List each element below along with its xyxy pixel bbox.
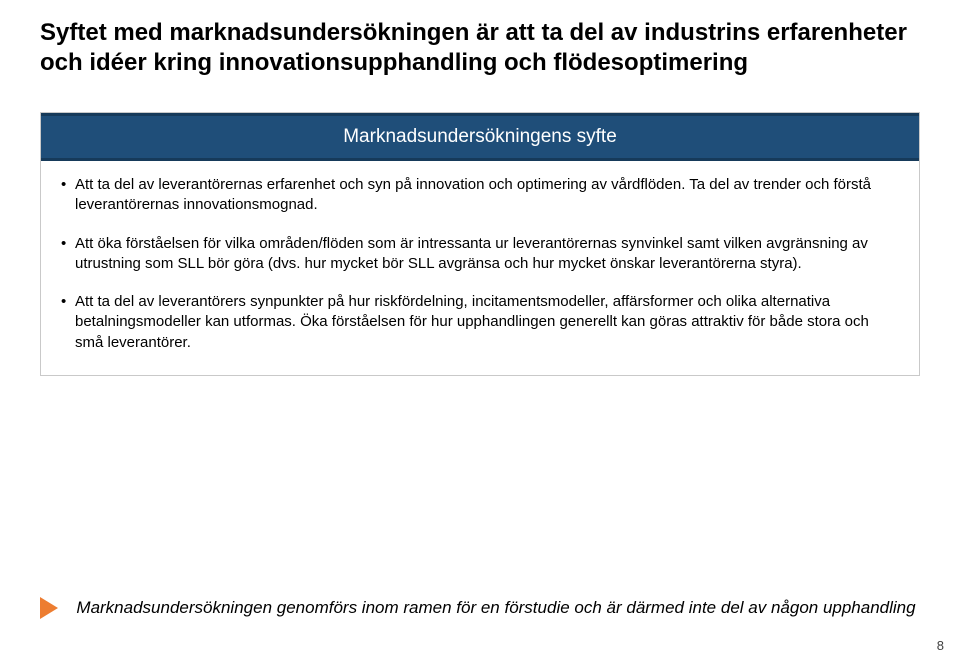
box-body: Att ta del av leverantörernas erfarenhet… bbox=[41, 161, 919, 375]
content-box: Marknadsundersökningens syfte Att ta del… bbox=[40, 112, 920, 376]
page-number: 8 bbox=[937, 638, 944, 653]
list-item: Att ta del av leverantörers synpunkter p… bbox=[61, 292, 899, 353]
bullet-list: Att ta del av leverantörernas erfarenhet… bbox=[61, 175, 899, 353]
footer-bar: Marknadsundersökningen genomförs inom ra… bbox=[40, 597, 920, 619]
list-item: Att ta del av leverantörernas erfarenhet… bbox=[61, 175, 899, 216]
box-header: Marknadsundersökningens syfte bbox=[41, 113, 919, 161]
arrow-right-icon bbox=[40, 597, 58, 619]
page-title: Syftet med marknadsundersökningen är att… bbox=[40, 18, 920, 78]
list-item: Att öka förståelsen för vilka områden/fl… bbox=[61, 234, 899, 275]
footer-text: Marknadsundersökningen genomförs inom ra… bbox=[72, 597, 920, 619]
